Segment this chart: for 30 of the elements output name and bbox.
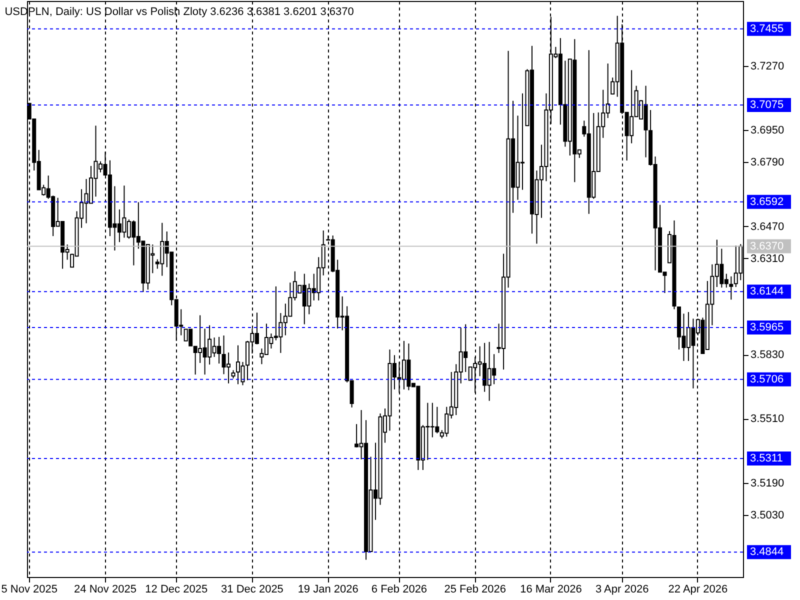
candlestick	[236, 344, 240, 385]
ref-line-label: 3.4844	[750, 546, 784, 558]
y-tick-label: 3.6790	[750, 156, 784, 169]
y-tick-label: 3.5030	[750, 509, 784, 522]
x-tick-label: 25 Feb 2026	[444, 584, 506, 596]
x-tick-label: 6 Feb 2026	[371, 584, 428, 596]
ref-line-label: 3.7455	[750, 22, 784, 35]
ref-line-label: 3.6370	[750, 240, 784, 252]
x-tick-label: 5 Nov 2025	[1, 584, 58, 596]
y-tick-label: 3.5830	[750, 349, 784, 362]
x-tick-label: 16 Mar 2026	[520, 584, 582, 596]
ref-line-label: 3.5311	[750, 452, 783, 465]
x-tick-label: 3 Apr 2026	[595, 584, 649, 596]
ref-line-label: 3.5706	[750, 373, 784, 386]
x-tick-label: 12 Dec 2025	[145, 584, 208, 596]
ref-line-label: 3.5965	[750, 321, 784, 334]
y-tick-label: 3.6310	[750, 252, 784, 265]
y-tick-label: 3.6470	[750, 220, 784, 233]
x-tick-label: 22 Apr 2026	[668, 584, 728, 596]
x-tick-label: 24 Nov 2025	[74, 584, 136, 596]
ref-line-label: 3.6592	[750, 196, 784, 208]
x-tick-label: 19 Jan 2026	[298, 584, 358, 596]
y-tick-label: 3.6950	[750, 124, 784, 137]
y-tick-label: 3.7270	[750, 60, 784, 72]
candlestick	[729, 276, 734, 300]
ref-line-label: 3.7075	[750, 99, 784, 112]
ref-line-label: 3.6144	[750, 286, 784, 298]
x-tick-label: 31 Dec 2025	[221, 584, 284, 596]
y-tick-label: 3.5190	[750, 477, 784, 490]
y-tick-label: 3.5510	[750, 413, 784, 426]
